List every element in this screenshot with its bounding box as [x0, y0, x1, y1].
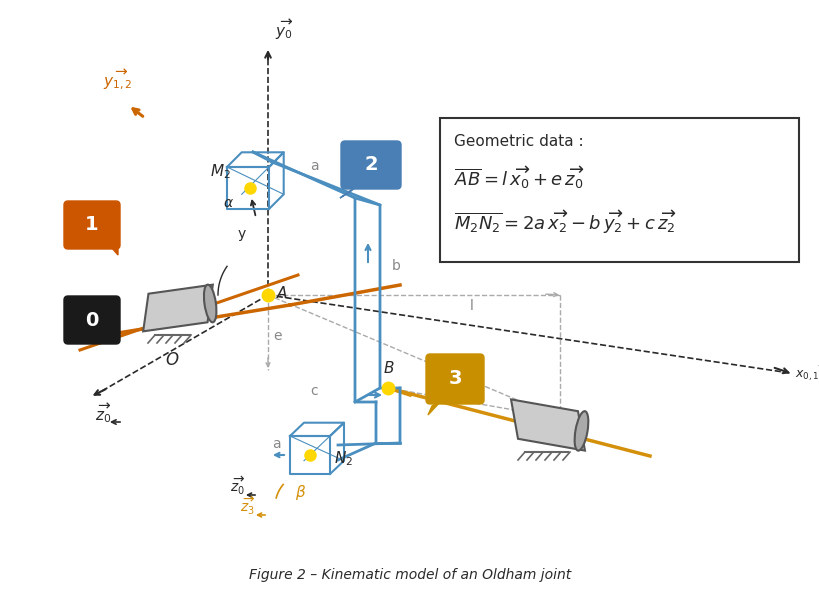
- Text: $\overrightarrow{z_0}$: $\overrightarrow{z_0}$: [229, 475, 246, 498]
- FancyBboxPatch shape: [341, 141, 400, 189]
- Text: $\beta$: $\beta$: [295, 483, 306, 502]
- Text: $B$: $B$: [382, 360, 394, 376]
- Text: $\overrightarrow{z_0}$: $\overrightarrow{z_0}$: [95, 401, 112, 425]
- Text: l: l: [469, 299, 473, 313]
- Text: 1: 1: [85, 215, 99, 234]
- Text: e: e: [273, 329, 281, 343]
- Polygon shape: [105, 320, 115, 340]
- Text: $\overline{AB} = l\,\overrightarrow{x_0} + e\,\overrightarrow{z_0}$: $\overline{AB} = l\,\overrightarrow{x_0}…: [454, 164, 584, 191]
- Text: $N_2$: $N_2$: [333, 449, 353, 468]
- Text: Figure 2 – Kinematic model of an Oldham joint: Figure 2 – Kinematic model of an Oldham …: [249, 568, 570, 582]
- Text: $M_2$: $M_2$: [210, 162, 230, 181]
- FancyBboxPatch shape: [426, 354, 483, 404]
- Text: $\overline{M_2N_2} = 2a\,\overrightarrow{x_2} - b\,\overrightarrow{y_2} + c\,\ov: $\overline{M_2N_2} = 2a\,\overrightarrow…: [454, 208, 676, 236]
- Ellipse shape: [204, 285, 216, 323]
- Polygon shape: [340, 185, 358, 198]
- Text: $\overrightarrow{y_{1,2}}$: $\overrightarrow{y_{1,2}}$: [103, 68, 133, 92]
- Text: $\overrightarrow{x_{0,1,2,3}}$: $\overrightarrow{x_{0,1,2,3}}$: [794, 361, 819, 382]
- Text: a: a: [310, 159, 319, 173]
- Text: c: c: [310, 384, 317, 398]
- Text: 0: 0: [85, 311, 98, 330]
- Text: y: y: [238, 227, 246, 241]
- Text: $A$: $A$: [276, 285, 287, 301]
- Text: $\alpha$: $\alpha$: [223, 196, 233, 210]
- Text: $\overrightarrow{z_3}$: $\overrightarrow{z_3}$: [240, 495, 256, 518]
- Polygon shape: [143, 285, 213, 331]
- Text: Geometric data :: Geometric data :: [454, 134, 583, 149]
- Polygon shape: [510, 400, 584, 451]
- Text: b: b: [391, 259, 400, 273]
- Text: 2: 2: [364, 155, 378, 174]
- Polygon shape: [428, 400, 441, 415]
- Text: $\overrightarrow{y_0}$: $\overrightarrow{y_0}$: [274, 18, 293, 42]
- FancyBboxPatch shape: [64, 296, 120, 344]
- Polygon shape: [105, 240, 118, 255]
- Ellipse shape: [574, 411, 587, 451]
- Text: $O$: $O$: [165, 351, 179, 369]
- Text: a: a: [272, 437, 280, 451]
- Text: 3: 3: [448, 369, 461, 388]
- FancyBboxPatch shape: [64, 201, 120, 249]
- FancyBboxPatch shape: [440, 118, 798, 262]
